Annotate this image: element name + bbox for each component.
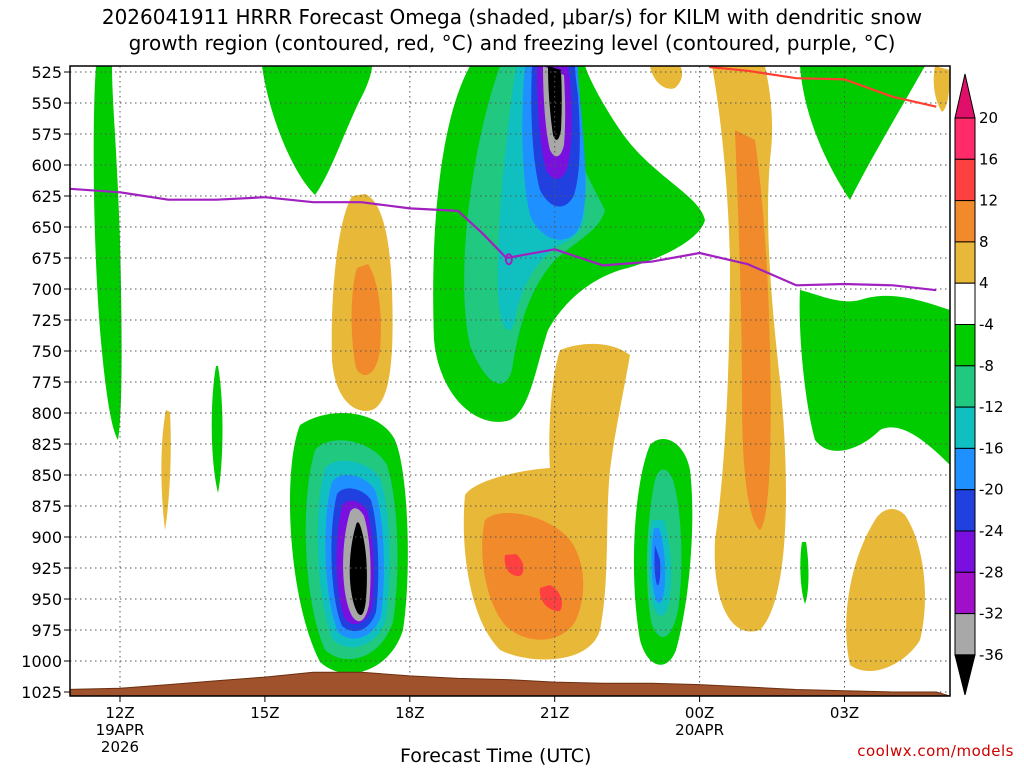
colorbar-label-10: -24 xyxy=(979,522,1004,540)
colorbar-label-5: -4 xyxy=(979,316,994,334)
chart-title-line2: growth region (contoured, red, °C) and f… xyxy=(128,31,896,55)
colorbar-bin-5 xyxy=(954,324,976,367)
y-tick-label-12: 825 xyxy=(31,435,62,454)
omega-shade-24 xyxy=(504,554,524,577)
x-tick-label-3: 21Z xyxy=(540,704,569,722)
y-tick-label-10: 775 xyxy=(31,373,62,392)
y-tick-label-15: 900 xyxy=(31,528,62,547)
credit-text: coolwx.com/models xyxy=(857,742,1014,760)
colorbar-bin-7 xyxy=(954,406,976,449)
colorbar-bin-3 xyxy=(954,241,976,284)
y-tick-label-13: 850 xyxy=(31,466,62,485)
colorbar-bin-4 xyxy=(954,282,976,326)
colorbar-bin-11 xyxy=(954,571,976,615)
y-tick-label-9: 750 xyxy=(31,342,62,361)
chart-title-line1: 2026041911 HRRR Forecast Omega (shaded, … xyxy=(101,5,923,29)
omega-shade-30 xyxy=(654,545,661,586)
x-tick-label-2: 18Z xyxy=(395,704,424,722)
colorbar-label-4: 4 xyxy=(979,274,989,292)
colorbar-label-1: 16 xyxy=(979,150,998,168)
colorbar-label-3: 8 xyxy=(979,233,989,251)
colorbar-max-arrow xyxy=(954,73,976,119)
dendritic-growth-line xyxy=(709,66,937,108)
colorbar-bin-2 xyxy=(954,200,976,243)
y-tick-label-0: 525 xyxy=(31,63,62,82)
colorbar-min-arrow xyxy=(954,654,976,696)
y-tick-label-17: 950 xyxy=(31,590,62,609)
omega-shade-5 xyxy=(351,264,381,375)
x-axis-label: Forecast Time (UTC) xyxy=(400,745,592,767)
y-tick-label-4: 625 xyxy=(31,187,62,206)
x-tick-label-0: 12Z xyxy=(105,704,134,722)
y-axis: 525 550 575 600 625 650 675 700 725 750 775 800 825 8… xyxy=(21,63,70,702)
y-tick-label-8: 725 xyxy=(31,311,62,330)
omega-field xyxy=(93,66,950,674)
omega-shade-25 xyxy=(539,585,562,612)
colorbar-label-6: -8 xyxy=(979,357,994,375)
colorbar-label-13: -36 xyxy=(979,646,1004,664)
omega-shade-38 xyxy=(933,66,950,112)
colorbar-label-11: -28 xyxy=(979,563,1004,581)
y-tick-label-18: 975 xyxy=(31,621,62,640)
plot-frame xyxy=(69,65,951,697)
colorbar-bin-0 xyxy=(954,117,976,160)
y-tick-label-7: 700 xyxy=(31,280,62,299)
omega-shade-0 xyxy=(93,66,122,440)
y-tick-label-2: 575 xyxy=(31,125,62,144)
freezing-level-loop xyxy=(504,253,513,266)
colorbar-bin-1 xyxy=(954,158,976,202)
y-tick-label-20: 1025 xyxy=(21,683,62,702)
freezing-level-line xyxy=(70,187,937,292)
y-tick-label-14: 875 xyxy=(31,497,62,516)
y-tick-label-5: 650 xyxy=(31,218,62,237)
omega-shade-34 xyxy=(799,290,950,465)
colorbar-label-2: 12 xyxy=(979,192,998,210)
x-tick-label-4: 00Z xyxy=(685,704,714,722)
omega-shade-21 xyxy=(548,66,562,140)
x-tick-sublabel-4: 20APR xyxy=(675,721,724,739)
y-tick-label-11: 800 xyxy=(31,404,62,423)
x-tick-sublabel-0: 19APR xyxy=(96,721,145,739)
colorbar-bin-12 xyxy=(954,613,976,656)
omega-shade-1 xyxy=(161,410,171,530)
colorbar-bin-8 xyxy=(954,447,976,491)
omega-shade-37 xyxy=(650,66,683,89)
colorbar-label-8: -16 xyxy=(979,439,1004,457)
omega-shade-3 xyxy=(262,66,372,195)
omega-shade-36 xyxy=(846,508,925,671)
terrain-fill xyxy=(70,671,950,696)
colorbar-label-12: -32 xyxy=(979,605,1004,623)
colorbar-bin-6 xyxy=(954,365,976,408)
x-tick-label-5: 03Z xyxy=(830,704,859,722)
y-tick-label-3: 600 xyxy=(31,156,62,175)
y-tick-label-1: 550 xyxy=(31,94,62,113)
contour-lines xyxy=(70,66,950,696)
colorbar-bin-9 xyxy=(954,489,976,532)
y-tick-label-19: 1000 xyxy=(21,652,62,671)
omega-shade-32 xyxy=(735,130,771,530)
y-tick-label-6: 675 xyxy=(31,249,62,268)
colorbar-label-7: -12 xyxy=(979,398,1004,416)
colorbar-bin-10 xyxy=(954,530,976,573)
colorbar-label-9: -20 xyxy=(979,481,1004,499)
x-tick-year-0: 2026 xyxy=(101,738,139,756)
chart-title: 2026041911 HRRR Forecast Omega (shaded, … xyxy=(0,4,1024,56)
colorbar-label-0: 20 xyxy=(979,109,998,127)
omega-shade-2 xyxy=(211,366,223,493)
colorbar: 20 16 12 8 4 -4 -8 -12 -16 -20 -24 -28 -32 -36 xyxy=(954,73,1004,696)
y-tick-label-16: 925 xyxy=(31,559,62,578)
omega-shade-35 xyxy=(800,542,809,604)
x-tick-label-1: 15Z xyxy=(250,704,279,722)
omega-shade-13 xyxy=(349,522,367,616)
omega-shade-33 xyxy=(800,66,925,200)
